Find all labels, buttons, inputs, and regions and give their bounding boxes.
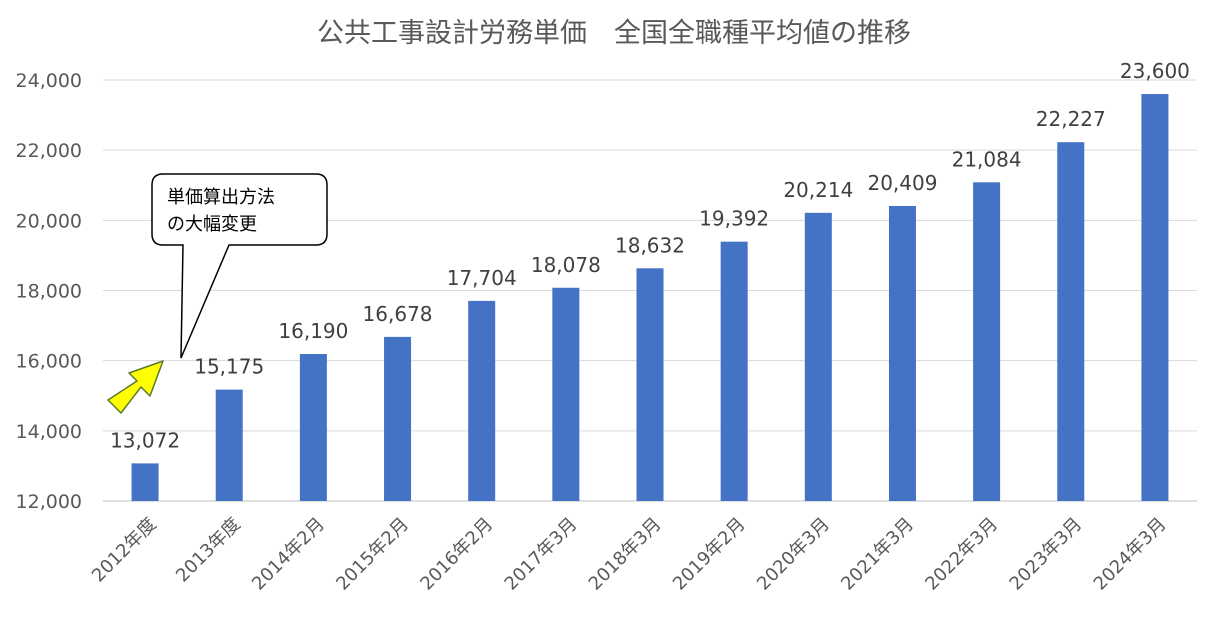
data-label: 22,227	[1036, 107, 1106, 131]
x-tick-label: 2023年3月	[1006, 514, 1087, 595]
y-tick-label: 12,000	[16, 491, 82, 513]
chart-title: 公共工事設計労務単価 全国全職種平均値の推移	[317, 18, 911, 49]
y-tick-label: 18,000	[16, 281, 82, 303]
callout-line-1: 単価算出方法	[167, 187, 275, 208]
y-tick-label: 22,000	[16, 140, 82, 162]
y-tick-label: 24,000	[16, 70, 82, 92]
x-tick-label: 2024年3月	[1090, 514, 1171, 595]
x-tick-label: 2019年2月	[669, 514, 750, 595]
data-label: 21,084	[952, 147, 1022, 171]
x-tick-label: 2013年度	[172, 514, 245, 587]
bar	[468, 300, 496, 501]
x-tick-label: 2020年3月	[753, 514, 834, 595]
bar	[636, 268, 664, 501]
y-tick-label: 14,000	[16, 421, 82, 443]
bar	[1141, 94, 1169, 502]
data-label: 19,392	[699, 207, 769, 231]
bar	[720, 241, 748, 501]
x-tick-label: 2012年度	[88, 514, 161, 587]
x-tick-label: 2017年3月	[501, 514, 582, 595]
data-label: 20,409	[867, 171, 937, 195]
bar	[131, 463, 159, 501]
x-tick-label: 2014年2月	[248, 514, 329, 595]
bars	[131, 94, 1169, 502]
bar	[552, 287, 580, 501]
x-axis-ticks: 2012年度 2013年度 2014年2月 2015年2月 2016年2月 2017年3月…	[88, 514, 1171, 595]
data-label: 20,214	[783, 178, 853, 202]
data-labels: 13,072 15,175 16,190 16,678 17,704 18,078 18,6…	[110, 59, 1190, 452]
callout: 単価算出方法 の大幅変更	[151, 173, 328, 359]
bar	[384, 336, 412, 501]
bar	[888, 205, 916, 501]
callout-line-2: の大幅変更	[167, 214, 257, 235]
x-tick-label: 2016年2月	[416, 514, 497, 595]
data-label: 16,190	[278, 319, 348, 343]
data-label: 13,072	[110, 428, 180, 452]
bar	[299, 354, 327, 501]
data-label: 23,600	[1120, 59, 1190, 83]
x-tick-label: 2021年3月	[837, 514, 918, 595]
y-axis-ticks: 12,000 14,000 16,000 18,000 20,000 22,000 24,0…	[16, 70, 82, 513]
x-tick-label: 2015年2月	[332, 514, 413, 595]
x-tick-label: 2018年3月	[585, 514, 666, 595]
bar	[215, 389, 243, 501]
bar	[804, 212, 832, 501]
y-tick-label: 16,000	[16, 351, 82, 373]
bar	[973, 182, 1001, 502]
data-label: 15,175	[194, 355, 264, 379]
y-tick-label: 20,000	[16, 210, 82, 232]
data-label: 16,678	[363, 302, 433, 326]
yellow-arrow-icon	[107, 360, 164, 414]
data-label: 17,704	[447, 266, 517, 290]
x-tick-label: 2022年3月	[921, 514, 1002, 595]
data-label: 18,078	[531, 253, 601, 277]
bar	[1057, 142, 1085, 501]
callout-bubble	[151, 173, 328, 359]
data-label: 18,632	[615, 233, 685, 257]
